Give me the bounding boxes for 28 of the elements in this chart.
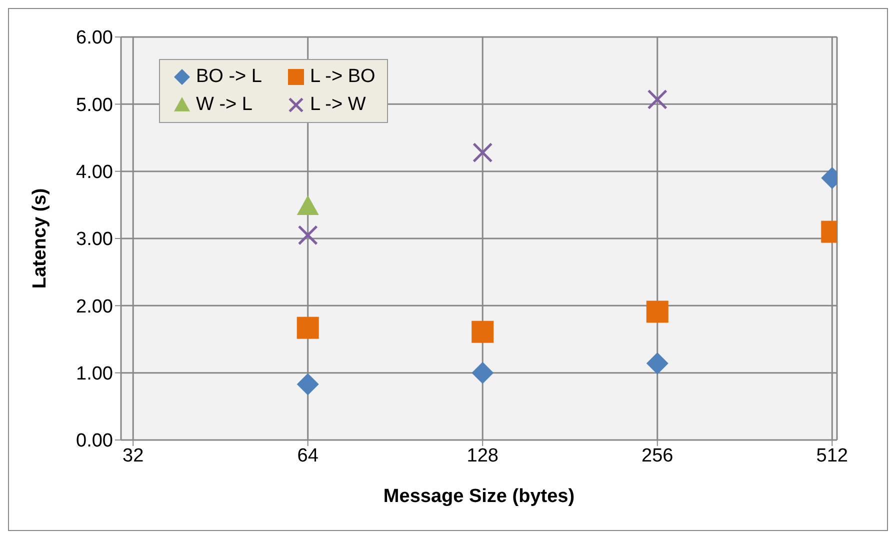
point (472, 142, 493, 163)
y-tick-label: 4.00 (76, 162, 113, 184)
point (298, 225, 318, 246)
y-tick-label: 2.00 (76, 296, 113, 318)
x-axis-title: Message Size (bytes) (383, 486, 575, 507)
point (646, 300, 668, 323)
point (647, 89, 668, 110)
y-tick-label: 0.00 (76, 430, 113, 452)
point (646, 352, 668, 374)
y-tick-label: 1.00 (76, 364, 113, 385)
point (472, 320, 494, 343)
point (296, 373, 319, 396)
legend-label: BO -> L (196, 66, 262, 88)
x-tick-label: 512 (816, 445, 848, 466)
y-tick-label: 3.00 (76, 229, 113, 250)
point (296, 316, 319, 339)
x-tick-label: 32 (122, 445, 144, 466)
x-tick-label: 256 (642, 445, 674, 466)
legend-label: L -> BO (310, 66, 376, 88)
point (296, 195, 319, 216)
legend-label: W -> L (196, 94, 252, 116)
x-tick-label: 128 (466, 445, 498, 466)
y-axis-title: Latency (s) (30, 188, 51, 289)
x-tick-label: 64 (297, 445, 319, 466)
y-tick-label: 6.00 (76, 28, 113, 49)
legend-label: L -> W (310, 94, 366, 116)
y-tick-label: 5.00 (76, 94, 113, 116)
point (472, 362, 494, 384)
